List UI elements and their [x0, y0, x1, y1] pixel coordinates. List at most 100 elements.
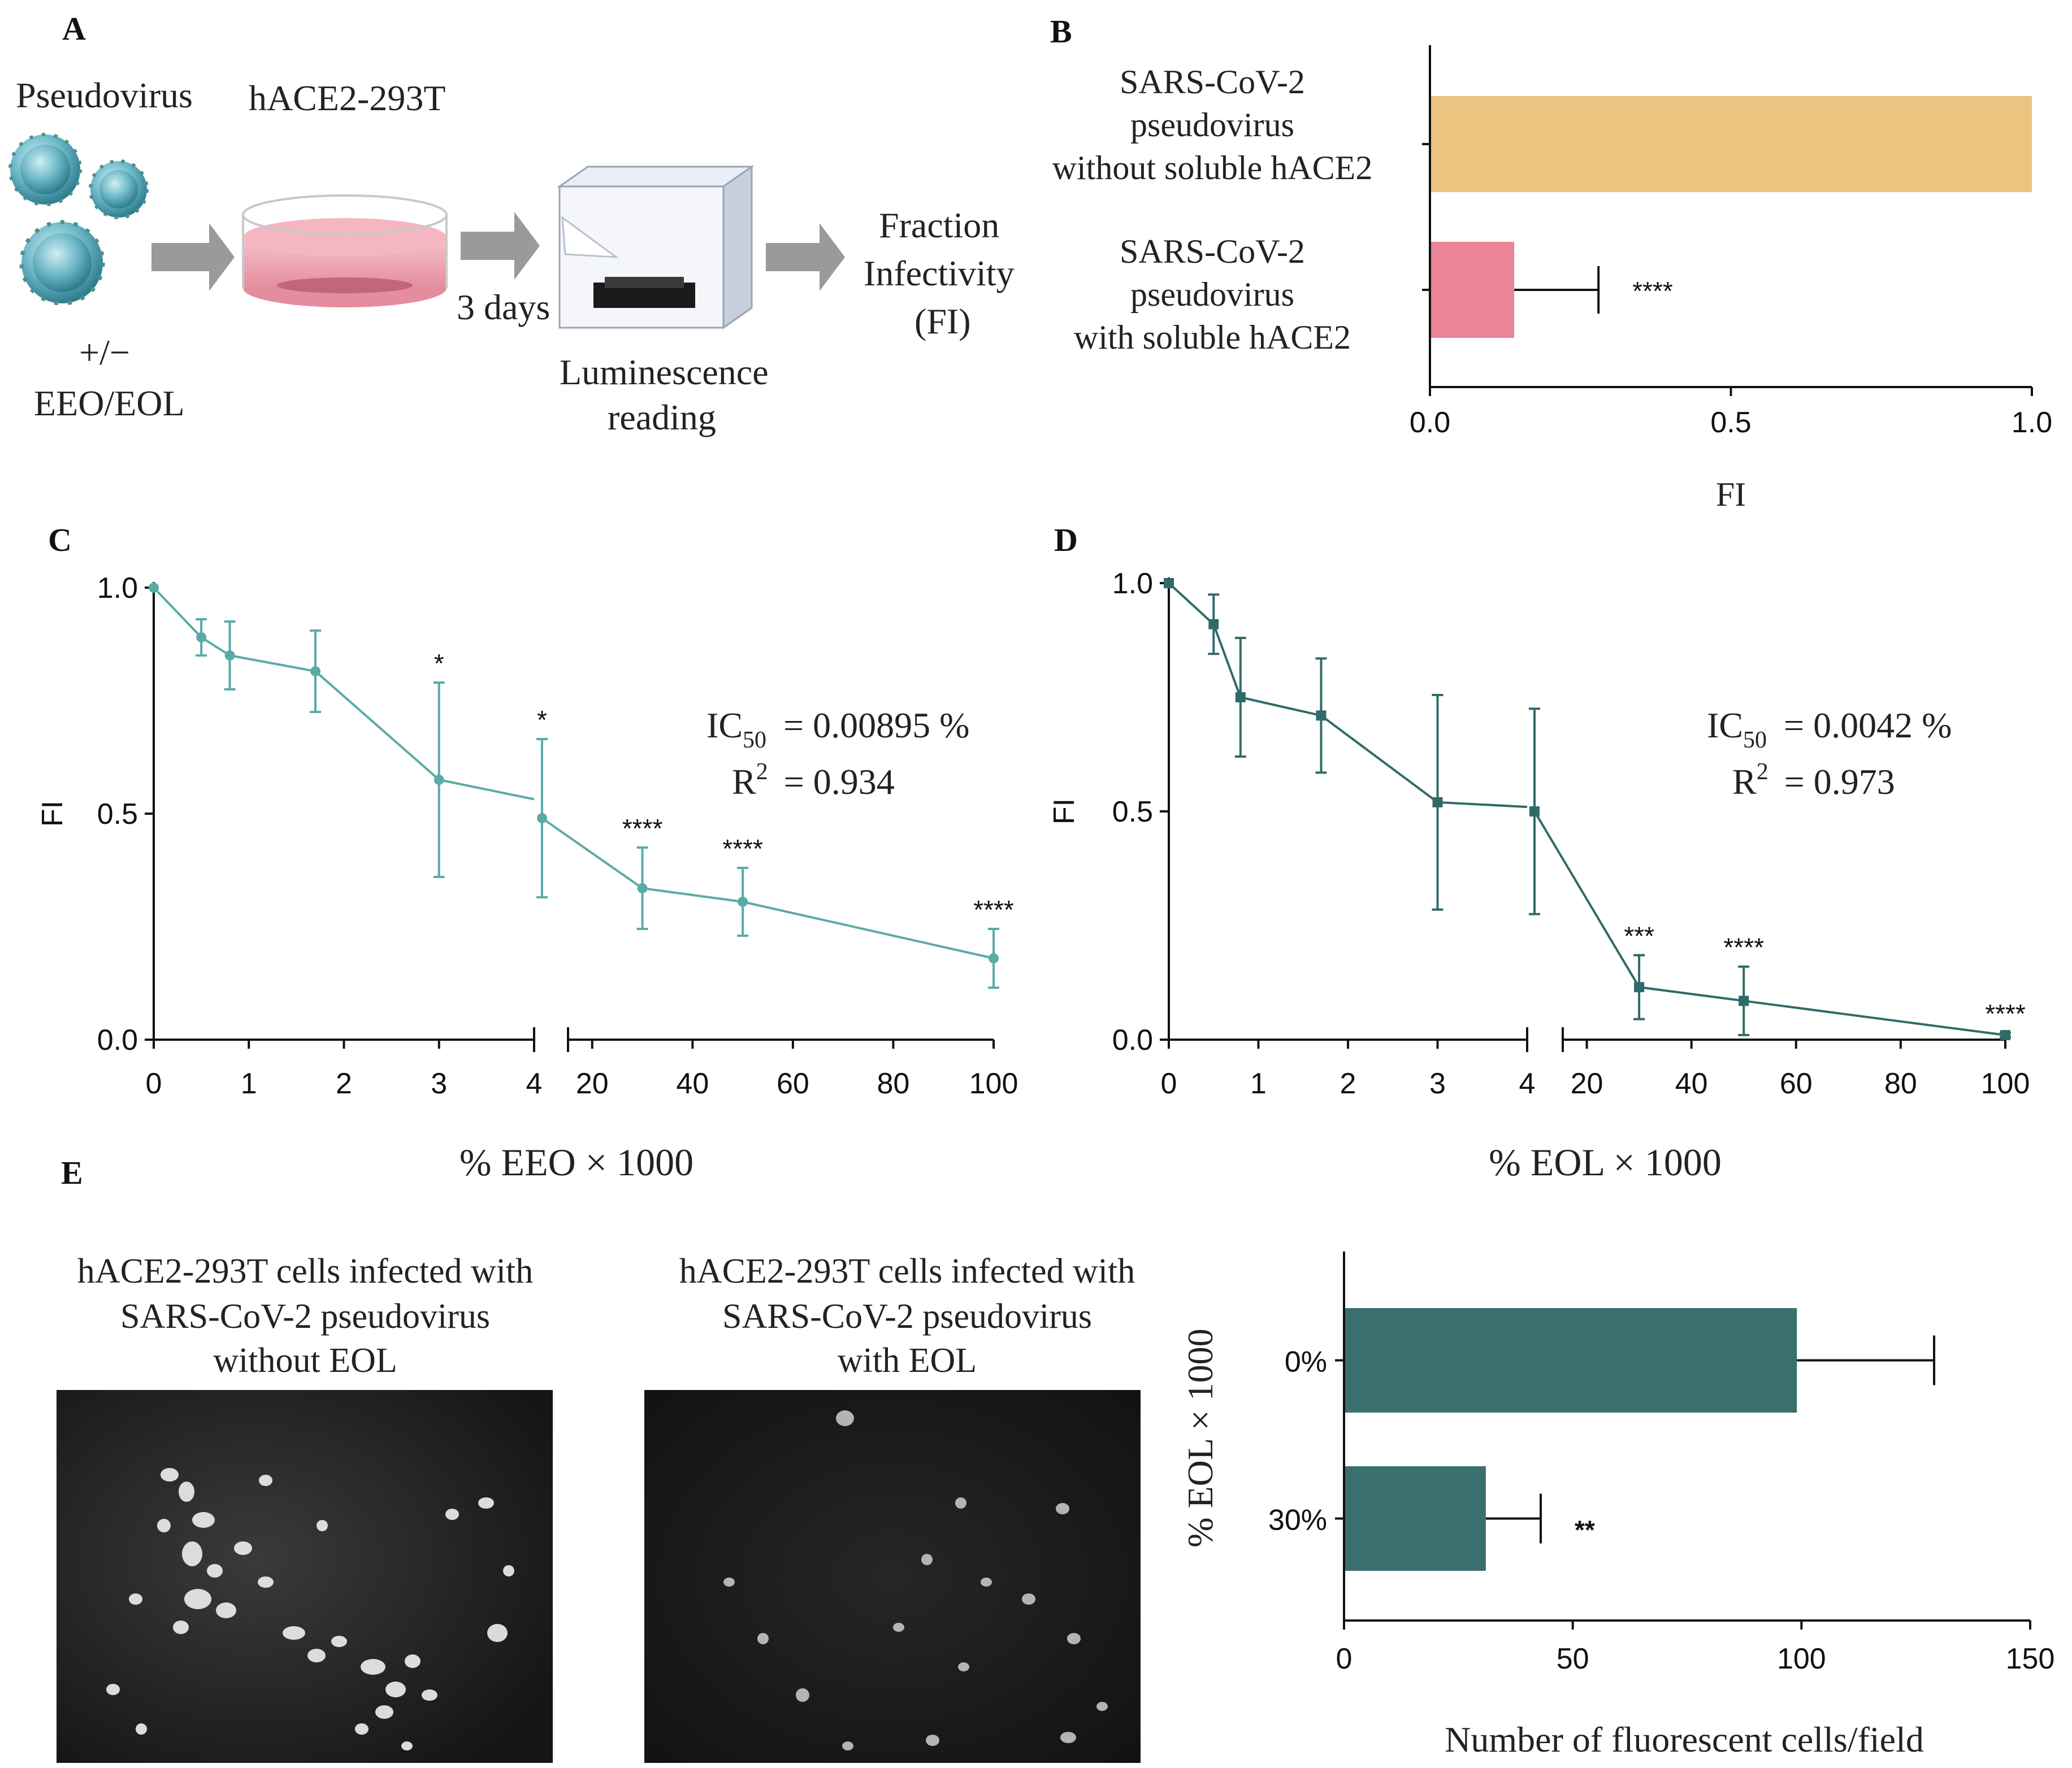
x-tick-label: 80	[1884, 1067, 1917, 1100]
x-tick-label: 0	[146, 1067, 162, 1100]
data-point	[1164, 578, 1174, 588]
virus-particle-icon	[8, 133, 82, 206]
y-tick-label: 30%	[1268, 1504, 1327, 1537]
r2-annotation: R2 = 0.934	[732, 759, 895, 802]
panel-d: D 0.0 0.5 1.0 FI 0 1 2 3 4 20 40 60 80 100 % EOL × 100…	[1048, 522, 2030, 1184]
data-point	[149, 583, 159, 593]
microscopy-image-without-eol	[57, 1390, 553, 1763]
x-tick-label: 150	[2006, 1643, 2055, 1675]
category-label: without soluble hACE2	[1052, 149, 1373, 186]
significance-label: ****	[973, 895, 1014, 924]
significance-label: ****	[1632, 276, 1673, 306]
x-axis-title: Number of fluorescent cells/field	[1445, 1719, 1924, 1760]
significance-label: ****	[622, 814, 663, 843]
significance-label: **	[1575, 1515, 1595, 1545]
x-axis-title: FI	[1716, 476, 1746, 513]
category-label: SARS-CoV-2	[1120, 233, 1305, 270]
significance-label: *	[434, 649, 444, 678]
y-tick-label: 0.0	[1112, 1024, 1153, 1057]
x-tick-label: 4	[1519, 1067, 1536, 1100]
category-label: pseudovirus	[1130, 276, 1294, 313]
microscopy-image-with-eol	[644, 1390, 1141, 1763]
data-point	[434, 775, 444, 785]
bar	[1344, 1308, 1797, 1413]
data-point	[310, 666, 321, 676]
x-tick-label: 60	[1780, 1067, 1813, 1100]
x-tick-label: 0.0	[1410, 406, 1450, 439]
significance-label: ***	[1624, 922, 1654, 951]
data-point	[1208, 619, 1219, 629]
reader-label-bottom: reading	[608, 397, 716, 437]
days-label: 3 days	[457, 287, 550, 327]
luminescence-reader-icon	[557, 165, 755, 329]
pseudovirus-label: Pseudovirus	[16, 75, 193, 115]
y-tick-label: 0%	[1285, 1346, 1327, 1379]
series-line	[541, 817, 994, 959]
x-tick-label: 20	[576, 1067, 609, 1100]
virus-particle-icon	[89, 159, 149, 219]
data-point	[196, 632, 207, 642]
panel-b-letter: B	[1050, 13, 1072, 50]
arrow-icon	[151, 223, 235, 291]
chart-d: 0.0 0.5 1.0 FI 0 1 2 3 4 20 40 60 80 100 % EOL × 1000 *…	[1048, 567, 2030, 1184]
y-axis-title: FI	[36, 801, 69, 827]
x-tick-label: 0	[1161, 1067, 1177, 1100]
x-tick-label: 1	[241, 1067, 257, 1100]
significance-label: ****	[1723, 933, 1764, 962]
treatment-label-bottom: EEO/EOL	[34, 383, 185, 423]
x-axis-title: % EEO × 1000	[460, 1141, 693, 1184]
y-tick-label: 0.5	[1112, 796, 1153, 828]
y-tick-label: 1.0	[97, 572, 138, 605]
category-label: SARS-CoV-2	[1120, 63, 1305, 101]
chart-c: 0.0 0.5 1.0 FI 0 1 2 3 4 20 40 60 80 100 % EEO × 1000 *…	[36, 572, 1018, 1184]
panel-e: E hACE2-293T cells infected with SARS-Co…	[57, 1154, 2054, 1763]
fi-label-line2: Infectivity	[864, 253, 1015, 293]
x-tick-label: 100	[1981, 1067, 2030, 1100]
series-line	[1168, 582, 1528, 809]
x-tick-label: 2	[336, 1067, 352, 1100]
x-tick-label: 50	[1557, 1643, 1589, 1675]
x-tick-label: 3	[431, 1067, 447, 1100]
panel-a-letter: A	[62, 10, 86, 47]
x-tick-label: 100	[1777, 1643, 1826, 1675]
data-point	[537, 813, 547, 823]
ic50-annotation: IC50 = 0.0042 %	[1707, 705, 1952, 753]
panel-b: B SARS-CoV-2 pseudovirus without soluble h…	[1050, 13, 2052, 513]
data-point	[1529, 806, 1540, 816]
significance-label: ****	[722, 834, 763, 863]
category-label: with soluble hACE2	[1074, 319, 1351, 356]
panel-c-letter: C	[48, 522, 72, 558]
x-tick-label: 0	[1336, 1643, 1353, 1675]
significance-label: *	[537, 705, 547, 735]
fi-label-line3: (FI)	[914, 301, 971, 341]
petri-dish-icon	[242, 194, 448, 307]
data-point	[1739, 996, 1749, 1006]
bar	[1344, 1466, 1486, 1571]
data-point	[738, 897, 748, 907]
arrow-icon	[461, 212, 540, 280]
x-tick-label: 40	[676, 1067, 709, 1100]
x-tick-label: 60	[777, 1067, 809, 1100]
x-tick-label: 100	[969, 1067, 1018, 1100]
x-tick-label: 1.0	[2012, 406, 2052, 439]
series-line	[1533, 810, 2006, 1036]
data-point	[989, 953, 999, 963]
image1-caption-line3: without EOL	[213, 1341, 397, 1380]
image2-caption-line2: SARS-CoV-2 pseudovirus	[722, 1297, 1092, 1336]
x-tick-label: 40	[1675, 1067, 1708, 1100]
x-tick-label: 20	[1571, 1067, 1603, 1100]
x-axis-title: % EOL × 1000	[1489, 1141, 1722, 1184]
image1-caption-line2: SARS-CoV-2 pseudovirus	[120, 1297, 490, 1336]
image1-caption-line1: hACE2-293T cells infected with	[77, 1252, 533, 1291]
bar	[1430, 96, 2032, 192]
chart-b: SARS-CoV-2 pseudovirus without soluble hAC…	[1052, 45, 2052, 513]
y-axis-title: % EOL × 1000	[1180, 1328, 1220, 1547]
data-point	[2000, 1029, 2010, 1040]
category-label: pseudovirus	[1130, 106, 1294, 144]
x-tick-label: 80	[877, 1067, 910, 1100]
y-axis-title: FI	[1048, 798, 1081, 824]
fi-label-line1: Fraction	[879, 205, 999, 245]
x-tick-label: 2	[1340, 1067, 1356, 1100]
series-line	[153, 587, 535, 801]
x-tick-label: 3	[1429, 1067, 1446, 1100]
